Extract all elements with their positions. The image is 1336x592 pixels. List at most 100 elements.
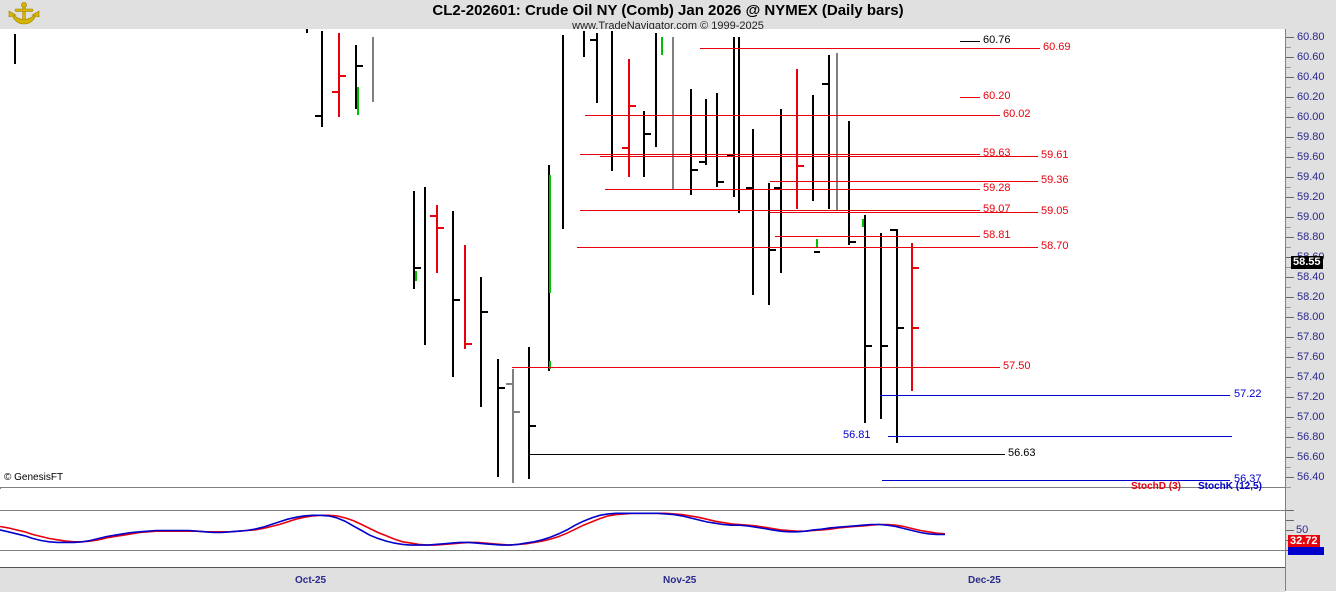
date-axis[interactable]: Oct-25 Nov-25 Dec-25 xyxy=(0,567,1285,592)
price-axis-label: 59.40 xyxy=(1297,171,1325,183)
price-axis-minor-tick xyxy=(1286,347,1291,348)
price-axis-tick xyxy=(1286,477,1294,478)
ohlc-open-tick xyxy=(699,161,705,163)
price-axis-minor-tick xyxy=(1286,487,1291,488)
page-title: CL2-202601: Crude Oil NY (Comb) Jan 2026… xyxy=(432,2,904,19)
price-axis-label: 59.60 xyxy=(1297,151,1325,163)
ohlc-bar xyxy=(562,35,564,229)
ohlc-close-tick xyxy=(530,425,536,427)
price-axis-minor-tick xyxy=(1286,127,1291,128)
pane-divider xyxy=(0,487,1285,488)
price-axis-label: 60.60 xyxy=(1297,51,1325,63)
ohlc-bar xyxy=(372,37,374,102)
ohlc-bar xyxy=(512,369,514,483)
ohlc-bar xyxy=(812,95,814,201)
ohlc-bar xyxy=(549,361,551,369)
price-axis-label: 60.80 xyxy=(1297,31,1325,43)
price-level-line[interactable] xyxy=(512,367,1000,368)
ohlc-open-tick xyxy=(890,229,896,231)
genesisft-watermark: © GenesisFT xyxy=(4,472,64,483)
price-level-line[interactable] xyxy=(577,247,1038,248)
ohlc-close-tick xyxy=(454,299,460,301)
price-axis-tick xyxy=(1286,457,1294,458)
ohlc-close-tick xyxy=(692,169,698,171)
price-level-label: 58.70 xyxy=(1041,240,1069,252)
ohlc-bar xyxy=(549,175,551,293)
stochk-line xyxy=(0,512,945,546)
date-axis-label: Oct-25 xyxy=(295,575,327,586)
price-level-line[interactable] xyxy=(580,210,980,211)
indicator-grid-oversold xyxy=(0,550,1285,551)
ohlc-bar xyxy=(768,183,770,305)
ohlc-bar xyxy=(528,347,530,479)
ohlc-close-tick xyxy=(913,267,919,269)
price-level-line[interactable] xyxy=(888,436,1232,437)
price-level-line[interactable] xyxy=(882,480,1230,481)
price-level-line[interactable] xyxy=(770,212,1038,213)
ohlc-bar xyxy=(413,191,415,289)
ohlc-bar xyxy=(911,317,913,335)
price-axis-label: 57.00 xyxy=(1297,411,1325,423)
price-level-label: 56.37 xyxy=(1234,473,1262,485)
ohlc-bar xyxy=(848,121,850,245)
price-axis-minor-tick xyxy=(1286,387,1291,388)
price-axis-tick xyxy=(1286,257,1294,258)
price-level-label: 57.50 xyxy=(1003,360,1031,372)
price-level-label: 57.22 xyxy=(1234,388,1262,400)
price-axis[interactable]: 60.80 60.60 60.40 60.20 60.00 59.80 59.60 59.40… xyxy=(1285,29,1336,567)
price-level-line[interactable] xyxy=(770,181,1038,182)
price-level-line[interactable] xyxy=(600,156,1038,157)
ohlc-close-tick xyxy=(814,251,820,253)
price-axis-minor-tick xyxy=(1286,147,1291,148)
ohlc-close-tick xyxy=(866,345,872,347)
price-level-line[interactable] xyxy=(880,395,1230,396)
price-axis-minor-tick xyxy=(1286,447,1291,448)
ohlc-bar xyxy=(896,229,898,443)
price-level-line[interactable] xyxy=(700,48,1040,49)
price-axis-label: 60.00 xyxy=(1297,111,1325,123)
price-level-line[interactable] xyxy=(580,154,980,155)
price-axis-minor-tick xyxy=(1286,207,1291,208)
price-level-line[interactable] xyxy=(528,454,1005,455)
ohlc-bar xyxy=(583,31,585,57)
axis-corner xyxy=(1285,567,1336,591)
price-chart-pane[interactable]: 60.76 60.69 60.20 60.02 59.63 59.61 59.36 59.28… xyxy=(0,29,1285,487)
last-price-marker: 58.55 xyxy=(1291,256,1323,269)
ohlc-close-tick xyxy=(514,411,520,413)
price-axis-label: 57.60 xyxy=(1297,351,1325,363)
ohlc-close-tick xyxy=(913,327,919,329)
price-axis-minor-tick xyxy=(1286,367,1291,368)
price-axis-tick xyxy=(1286,37,1294,38)
price-axis-label: 59.80 xyxy=(1297,131,1325,143)
ohlc-close-tick xyxy=(898,327,904,329)
price-level-label: 60.76 xyxy=(983,34,1011,46)
price-level-line[interactable] xyxy=(775,236,980,237)
price-axis-tick xyxy=(1286,237,1294,238)
ohlc-bar xyxy=(497,359,499,477)
ohlc-close-tick xyxy=(850,241,856,243)
price-axis-minor-tick xyxy=(1286,247,1291,248)
price-level-line[interactable] xyxy=(960,97,980,98)
ohlc-open-tick xyxy=(774,187,780,189)
stochastic-indicator-pane[interactable] xyxy=(0,489,1285,567)
price-axis-tick xyxy=(1286,377,1294,378)
ohlc-bar xyxy=(738,37,740,213)
price-level-line[interactable] xyxy=(585,115,1000,116)
ohlc-bar xyxy=(828,55,830,209)
price-level-label: 59.07 xyxy=(983,203,1011,215)
ohlc-close-tick xyxy=(482,311,488,313)
price-axis-tick xyxy=(1286,337,1294,338)
ohlc-bar xyxy=(611,31,613,171)
ohlc-bar xyxy=(816,239,818,247)
ohlc-close-tick xyxy=(718,181,724,183)
price-axis-minor-tick xyxy=(1286,67,1291,68)
ohlc-close-tick xyxy=(770,249,776,251)
ohlc-bar xyxy=(672,37,674,189)
price-level-line[interactable] xyxy=(960,41,980,42)
ohlc-close-tick xyxy=(499,387,505,389)
ohlc-bar xyxy=(864,215,866,423)
ohlc-bar xyxy=(643,111,645,177)
date-axis-label: Nov-25 xyxy=(663,575,697,586)
price-level-line[interactable] xyxy=(605,189,980,190)
ohlc-close-tick xyxy=(415,267,421,269)
